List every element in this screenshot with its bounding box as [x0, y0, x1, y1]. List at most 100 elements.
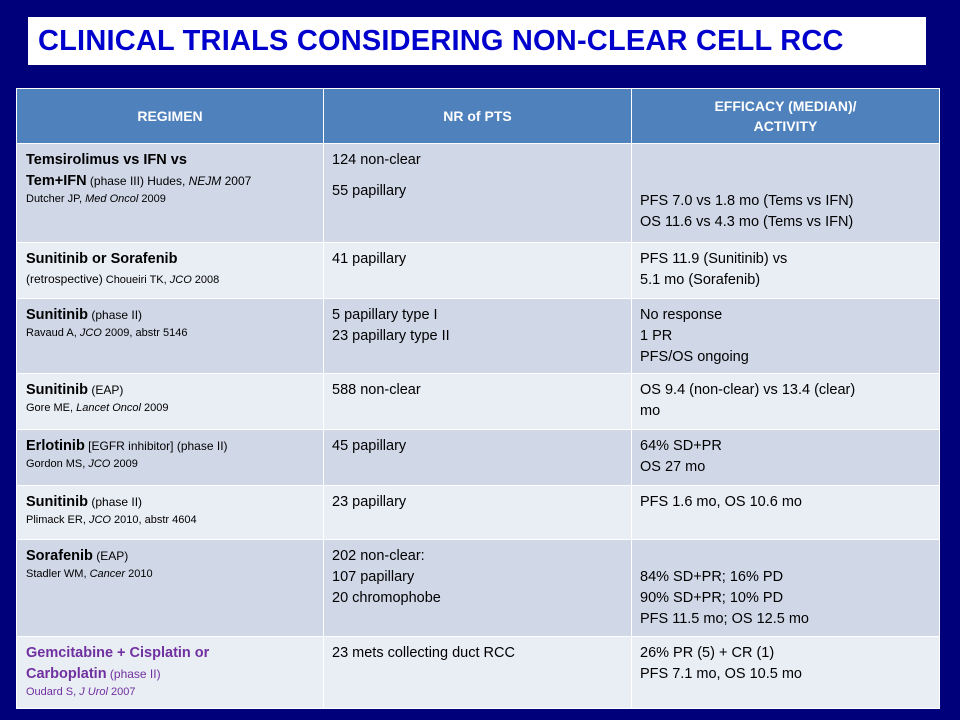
regimen-cell: Sorafenib (EAP) Stadler WM, Cancer 2010	[16, 539, 324, 637]
efficacy-value: OS 9.4 (non-clear) vs 13.4 (clear)	[640, 382, 856, 398]
ref-journal: Cancer	[89, 568, 126, 580]
ref-year: 2009, abstr 5146	[101, 327, 188, 339]
ref-author: Gordon MS,	[26, 458, 89, 470]
trial-phase: (phase II)	[88, 495, 143, 509]
trial-phase: (retrospective)	[26, 272, 103, 286]
efficacy-value: 90% SD+PR; 10% PD	[640, 590, 784, 606]
ref-journal: JCO	[79, 327, 102, 339]
pts-cell: 202 non-clear: 107 papillary 20 chromoph…	[323, 539, 632, 637]
pts-value: 23 papillary	[332, 494, 407, 510]
efficacy-value: PFS 7.1 mo, OS 10.5 mo	[640, 666, 802, 682]
table-row: Sunitinib or Sorafenib (retrospective) C…	[16, 242, 940, 299]
efficacy-value: PFS 11.5 mo; OS 12.5 mo	[640, 611, 809, 627]
efficacy-value: 26% PR (5) + CR (1)	[640, 645, 775, 661]
ref-year: 2009	[138, 193, 166, 205]
ref-year: 2009	[140, 402, 169, 414]
pts-cell: 41 papillary	[323, 242, 632, 299]
efficacy-value: PFS 11.9 (Sunitinib) vs	[640, 251, 788, 267]
efficacy-value: 1 PR	[640, 328, 673, 344]
drug-name: Gemcitabine + Cisplatin or	[26, 645, 210, 661]
ref-author: Plimack ER,	[26, 514, 89, 526]
ref-author: Dutcher JP,	[26, 193, 86, 205]
regimen-cell: Gemcitabine + Cisplatin or Carboplatin (…	[16, 636, 324, 709]
trial-phase: (phase II)	[88, 308, 143, 322]
pts-cell: 45 papillary	[323, 429, 632, 486]
trials-table: REGIMEN NR of PTS EFFICACY (MEDIAN)/ ACT…	[16, 88, 940, 709]
regimen-cell: Sunitinib or Sorafenib (retrospective) C…	[16, 242, 324, 299]
pts-cell: 23 papillary	[323, 485, 632, 540]
trial-phase: (phase III) Hudes,	[86, 174, 189, 188]
regimen-cell: Sunitinib (EAP) Gore ME, Lancet Oncol 20…	[16, 373, 324, 430]
pts-value: 202 non-clear:	[332, 548, 425, 564]
efficacy-value: OS 11.6 vs 4.3 mo (Tems vs IFN)	[640, 214, 854, 230]
efficacy-cell: No response 1 PR PFS/OS ongoing	[631, 298, 940, 374]
slide-title: CLINICAL TRIALS CONSIDERING NON-CLEAR CE…	[38, 24, 844, 57]
ref-author: Gore ME,	[26, 402, 77, 414]
ref-journal: Lancet Oncol	[76, 402, 141, 414]
ref-journal: J Urol	[79, 686, 108, 698]
efficacy-cell: 26% PR (5) + CR (1) PFS 7.1 mo, OS 10.5 …	[631, 636, 940, 709]
table-row: Sorafenib (EAP) Stadler WM, Cancer 2010 …	[16, 539, 940, 637]
table-row: Sunitinib (phase II) Ravaud A, JCO 2009,…	[16, 298, 940, 374]
ref-author: Oudard S,	[26, 686, 80, 698]
drug-name: Tem+IFN	[26, 173, 87, 189]
pts-value: 588 non-clear	[332, 382, 421, 398]
drug-name: Temsirolimus vs IFN vs	[26, 152, 187, 168]
pts-value: 107 papillary	[332, 569, 415, 585]
ref-year: 2009	[110, 458, 138, 470]
ref-journal: JCO	[88, 458, 111, 470]
efficacy-value: PFS 1.6 mo, OS 10.6 mo	[640, 494, 802, 510]
title-box: CLINICAL TRIALS CONSIDERING NON-CLEAR CE…	[26, 15, 928, 67]
header-efficacy-line1: EFFICACY (MEDIAN)/	[714, 98, 857, 114]
regimen-cell: Sunitinib (phase II) Plimack ER, JCO 201…	[16, 485, 324, 540]
ref-year: 2010	[125, 568, 153, 580]
efficacy-cell: 64% SD+PR OS 27 mo	[631, 429, 940, 486]
header-regimen: REGIMEN	[16, 88, 324, 144]
header-nr-pts: NR of PTS	[323, 88, 632, 144]
table-row: Temsirolimus vs IFN vs Tem+IFN (phase II…	[16, 143, 940, 243]
efficacy-cell: OS 9.4 (non-clear) vs 13.4 (clear) mo	[631, 373, 940, 430]
pts-cell: 124 non-clear 55 papillary	[323, 143, 632, 243]
efficacy-value: PFS 7.0 vs 1.8 mo (Tems vs IFN)	[640, 193, 854, 209]
efficacy-value: 64% SD+PR	[640, 438, 722, 454]
efficacy-value: 5.1 mo (Sorafenib)	[640, 272, 761, 288]
drug-name: Sunitinib	[26, 382, 89, 398]
ref-year: 2010, abstr 4604	[110, 514, 197, 526]
ref-journal: JCO	[88, 514, 111, 526]
efficacy-cell: PFS 7.0 vs 1.8 mo (Tems vs IFN) OS 11.6 …	[631, 143, 940, 243]
efficacy-cell: PFS 11.9 (Sunitinib) vs 5.1 mo (Sorafeni…	[631, 242, 940, 299]
regimen-cell: Temsirolimus vs IFN vs Tem+IFN (phase II…	[16, 143, 324, 243]
ref-journal: NEJM	[188, 174, 222, 188]
ref-year: 2007	[107, 686, 136, 698]
pts-cell: 23 mets collecting duct RCC	[323, 636, 632, 709]
efficacy-cell: 84% SD+PR; 16% PD 90% SD+PR; 10% PD PFS …	[631, 539, 940, 637]
drug-name: Sunitinib or Sorafenib	[26, 251, 178, 267]
trial-phase: (EAP)	[88, 383, 124, 397]
pts-value: 5 papillary type I	[332, 307, 438, 323]
header-efficacy-line2: ACTIVITY	[753, 118, 818, 134]
trial-phase: (EAP)	[92, 549, 129, 563]
table-header-row: REGIMEN NR of PTS EFFICACY (MEDIAN)/ ACT…	[16, 88, 940, 144]
ref-author: Stadler WM,	[26, 568, 90, 580]
ref-journal: JCO	[169, 274, 192, 286]
pts-value: 55 papillary	[332, 183, 407, 199]
ref-year: 2007	[221, 174, 252, 188]
drug-name: Sorafenib	[26, 548, 93, 564]
pts-value: 124 non-clear	[332, 152, 421, 168]
ref-author: Choueiri TK,	[102, 274, 170, 286]
efficacy-cell: PFS 1.6 mo, OS 10.6 mo	[631, 485, 940, 540]
trial-phase: [EGFR inhibitor] (phase II)	[84, 439, 228, 453]
pts-value: 23 mets collecting duct RCC	[332, 645, 515, 661]
regimen-cell: Sunitinib (phase II) Ravaud A, JCO 2009,…	[16, 298, 324, 374]
efficacy-value: OS 27 mo	[640, 459, 706, 475]
ref-year: 2008	[191, 274, 220, 286]
drug-name: Sunitinib	[26, 307, 89, 323]
drug-name: Sunitinib	[26, 494, 89, 510]
efficacy-value: PFS/OS ongoing	[640, 349, 749, 365]
header-efficacy: EFFICACY (MEDIAN)/ ACTIVITY	[631, 88, 940, 144]
pts-cell: 5 papillary type I 23 papillary type II	[323, 298, 632, 374]
table-row: Sunitinib (phase II) Plimack ER, JCO 201…	[16, 485, 940, 540]
drug-name: Erlotinib	[26, 438, 85, 454]
drug-name: Carboplatin	[26, 666, 107, 682]
pts-value: 23 papillary type II	[332, 328, 450, 344]
